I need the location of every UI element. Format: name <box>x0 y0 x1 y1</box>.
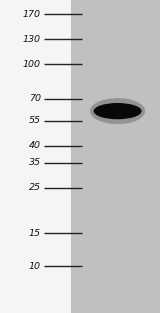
Text: 130: 130 <box>23 35 41 44</box>
Text: 55: 55 <box>29 116 41 125</box>
Text: 70: 70 <box>29 94 41 103</box>
Text: 25: 25 <box>29 183 41 192</box>
Text: 100: 100 <box>23 60 41 69</box>
Text: 40: 40 <box>29 141 41 150</box>
Text: 170: 170 <box>23 10 41 18</box>
Text: 15: 15 <box>29 229 41 238</box>
Ellipse shape <box>90 98 145 124</box>
Text: 10: 10 <box>29 262 41 270</box>
Ellipse shape <box>94 103 142 119</box>
Bar <box>71 0 160 313</box>
Text: 35: 35 <box>29 158 41 167</box>
